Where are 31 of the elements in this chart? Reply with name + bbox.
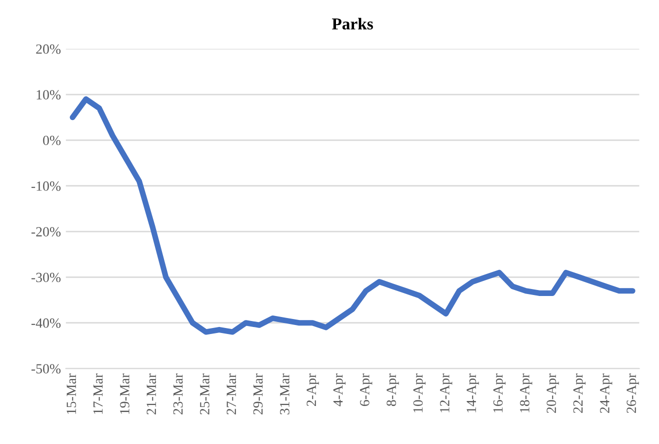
y-tick-label: -40% — [31, 318, 61, 328]
x-tick-label: 6-Apr — [360, 374, 372, 406]
x-tick-label: 4-Apr — [333, 374, 346, 406]
x-tick-label: 15-Mar — [66, 374, 76, 414]
x-tick-label: 18-Apr — [520, 374, 532, 412]
y-tick-label: 10% — [36, 90, 61, 100]
x-tick-label: 29-Mar — [253, 374, 263, 414]
x-tick-label: 20-Apr — [546, 374, 559, 413]
x-tick-label: 26-Apr — [626, 374, 639, 413]
x-tick-label: 22-Apr — [573, 374, 586, 413]
y-tick-label: 0% — [43, 136, 61, 146]
y-tick-label: -50% — [31, 364, 61, 374]
x-tick-label: 10-Apr — [413, 374, 426, 412]
y-tick-label: 20% — [36, 44, 61, 54]
x-tick-label: 17-Mar — [93, 374, 103, 414]
x-tick-label: 31-Mar — [280, 374, 290, 414]
x-tick-label: 14-Apr — [466, 374, 479, 412]
x-tick-label: 2-Apr — [306, 374, 319, 406]
y-tick-label: -20% — [31, 227, 61, 237]
x-tick-label: 27-Mar — [226, 374, 236, 414]
y-tick-label: -30% — [31, 272, 61, 282]
x-tick-label: 12-Apr — [440, 374, 452, 412]
x-tick-label: 25-Mar — [200, 374, 210, 414]
x-tick-label: 8-Apr — [386, 374, 399, 406]
x-tick-label: 23-Mar — [173, 374, 183, 414]
x-tick-label: 21-Mar — [146, 374, 156, 414]
y-tick-label: -10% — [31, 181, 61, 191]
x-tick-label: 24-Apr — [600, 374, 612, 413]
x-tick-label: 19-Mar — [120, 374, 130, 414]
x-tick-label: 16-Apr — [493, 374, 506, 412]
chart-title: Parks — [332, 18, 373, 30]
